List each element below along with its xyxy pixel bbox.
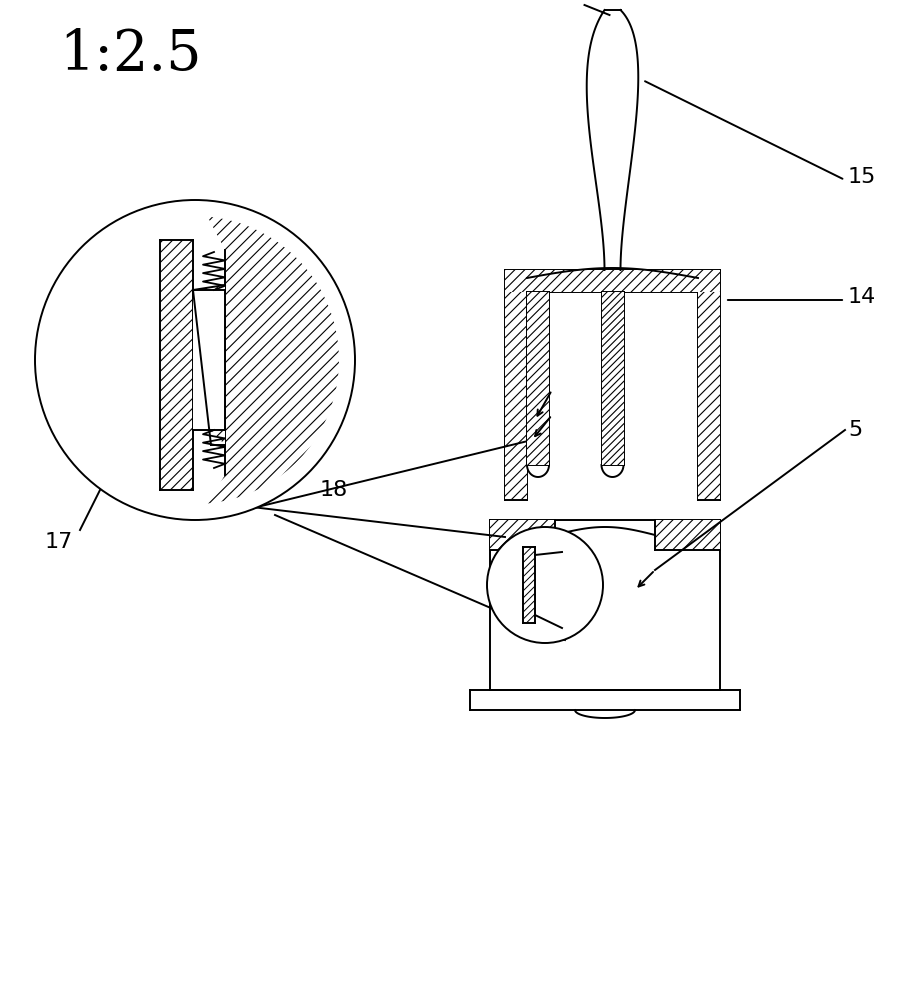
Text: 17: 17 — [45, 532, 73, 552]
Polygon shape — [193, 285, 225, 445]
Text: 18: 18 — [320, 480, 349, 500]
Polygon shape — [207, 217, 339, 503]
Polygon shape — [193, 290, 211, 430]
Polygon shape — [193, 290, 225, 430]
Polygon shape — [602, 292, 623, 465]
Polygon shape — [698, 292, 720, 500]
Text: 14: 14 — [848, 287, 876, 307]
Text: 15: 15 — [848, 167, 876, 187]
Text: 1:2.5: 1:2.5 — [59, 28, 201, 82]
Polygon shape — [505, 270, 720, 292]
Polygon shape — [523, 547, 535, 623]
Polygon shape — [490, 520, 555, 550]
Circle shape — [35, 200, 355, 520]
Polygon shape — [505, 292, 527, 500]
Circle shape — [487, 527, 603, 643]
Polygon shape — [655, 520, 720, 550]
Polygon shape — [527, 292, 549, 465]
Text: 5: 5 — [848, 420, 863, 440]
Polygon shape — [160, 240, 193, 490]
